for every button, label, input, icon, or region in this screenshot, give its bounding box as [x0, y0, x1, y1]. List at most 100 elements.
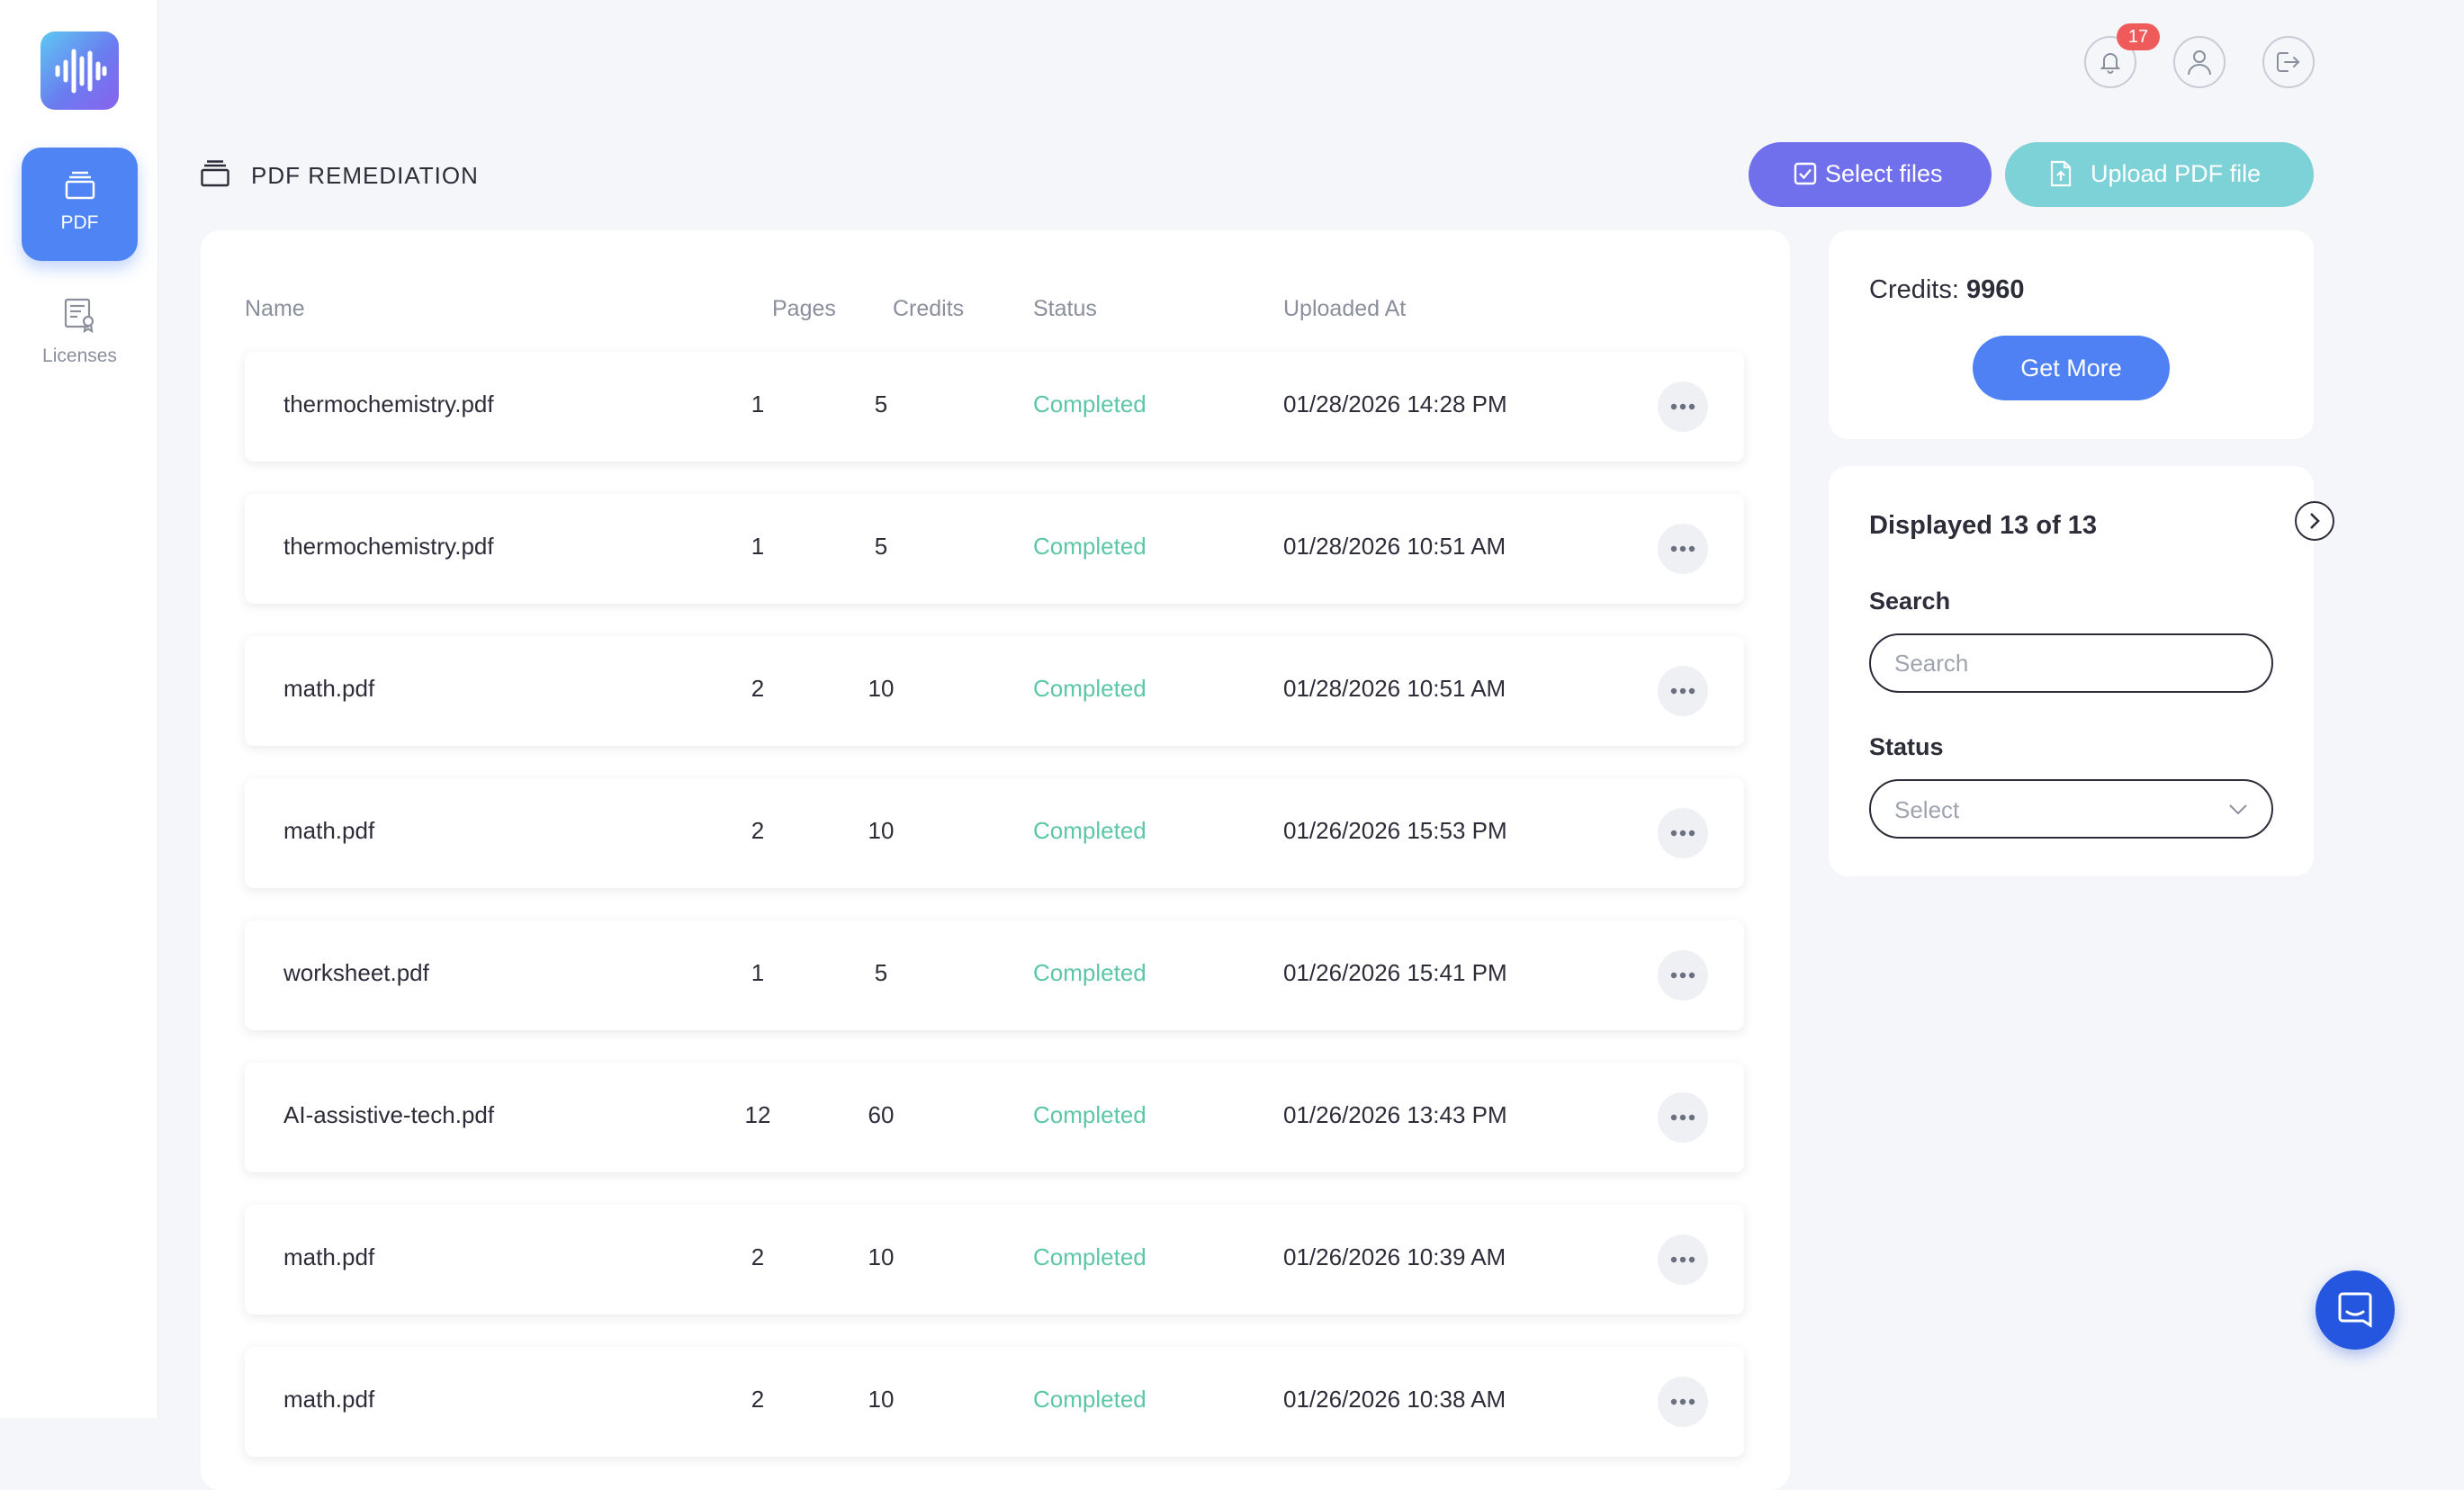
sidebar-item-label: Licenses [42, 346, 117, 366]
credit-count: 5 [874, 390, 888, 417]
certificate-icon [64, 298, 94, 333]
table-row[interactable]: thermochemistry.pdf 1 5 Completed 01/28/… [245, 352, 1744, 462]
page-count: 1 [751, 533, 765, 560]
sidebar-item-label: PDF [60, 212, 99, 233]
user-icon [2188, 50, 2211, 76]
profile-button[interactable] [2173, 36, 2226, 88]
more-horizontal-icon [1670, 1256, 1695, 1263]
page-count: 2 [751, 1243, 765, 1270]
table-row[interactable]: math.pdf 2 10 Completed 01/26/2026 10:38… [245, 1347, 1744, 1457]
row-more-button[interactable] [1658, 524, 1708, 574]
more-horizontal-icon [1670, 830, 1695, 837]
table-row[interactable]: worksheet.pdf 1 5 Completed 01/26/2026 1… [245, 920, 1744, 1030]
table-row[interactable]: math.pdf 2 10 Completed 01/26/2026 15:53… [245, 778, 1744, 888]
search-label: Search [1869, 588, 1951, 615]
status-select[interactable]: Select [1869, 779, 2273, 839]
row-more-button[interactable] [1658, 950, 1708, 1001]
search-input[interactable] [1869, 633, 2273, 693]
page-count: 2 [751, 675, 765, 702]
status-text: Completed [1033, 1101, 1147, 1128]
row-more-button[interactable] [1658, 808, 1708, 858]
file-name: thermochemistry.pdf [283, 533, 494, 560]
status-text: Completed [1033, 390, 1147, 417]
stack-icon [65, 171, 95, 200]
uploaded-at: 01/26/2026 15:53 PM [1283, 817, 1507, 844]
credit-count: 10 [868, 675, 895, 702]
more-horizontal-icon [1670, 1114, 1695, 1121]
table-row[interactable]: math.pdf 2 10 Completed 01/28/2026 10:51… [245, 636, 1744, 746]
stack-icon [201, 160, 229, 187]
displayed-count: Displayed 13 of 13 [1869, 511, 2098, 540]
checkbox-icon [1794, 162, 1817, 185]
credit-count: 10 [868, 1386, 895, 1413]
status-text: Completed [1033, 1243, 1147, 1270]
app-logo[interactable] [40, 31, 119, 110]
credit-count: 10 [868, 1243, 895, 1270]
select-files-label: Select files [1825, 160, 1943, 187]
chat-launcher-button[interactable] [2316, 1270, 2395, 1350]
more-horizontal-icon [1670, 1398, 1695, 1405]
upload-pdf-button[interactable]: Upload PDF file [2005, 142, 2314, 207]
page-count: 2 [751, 817, 765, 844]
credits-balance: Credits: 9960 [1869, 275, 2025, 305]
sidebar: PDF Licenses [0, 0, 158, 1418]
collapse-panel-button[interactable] [2295, 501, 2334, 541]
column-header-status[interactable]: Status [1033, 296, 1097, 321]
row-more-button[interactable] [1658, 1234, 1708, 1285]
row-more-button[interactable] [1658, 1092, 1708, 1143]
file-name: math.pdf [283, 1243, 375, 1270]
credit-count: 60 [868, 1101, 895, 1128]
status-select-value: Select [1894, 796, 1960, 823]
credit-count: 5 [874, 959, 888, 986]
more-horizontal-icon [1670, 403, 1695, 410]
file-name: worksheet.pdf [283, 959, 429, 986]
chevron-down-icon [2229, 804, 2247, 815]
get-more-button[interactable]: Get More [1973, 336, 2170, 400]
credits-label: Credits: [1869, 275, 1959, 304]
status-text: Completed [1033, 959, 1147, 986]
file-name: math.pdf [283, 675, 375, 702]
status-text: Completed [1033, 1386, 1147, 1413]
page-title: PDF REMEDIATION [251, 162, 479, 189]
sidebar-item-pdf[interactable]: PDF [22, 148, 138, 261]
status-label: Status [1869, 733, 1944, 760]
logout-button[interactable] [2262, 36, 2315, 88]
row-more-button[interactable] [1658, 1377, 1708, 1427]
column-header-pages[interactable]: Pages [772, 296, 836, 321]
table-row[interactable]: math.pdf 2 10 Completed 01/26/2026 10:39… [245, 1205, 1744, 1315]
status-text: Completed [1033, 817, 1147, 844]
row-more-button[interactable] [1658, 381, 1708, 432]
more-horizontal-icon [1670, 687, 1695, 695]
status-text: Completed [1033, 533, 1147, 560]
uploaded-at: 01/28/2026 10:51 AM [1283, 675, 1506, 702]
uploaded-at: 01/26/2026 10:38 AM [1283, 1386, 1506, 1413]
sidebar-item-licenses[interactable]: Licenses [22, 297, 138, 378]
file-name: math.pdf [283, 1386, 375, 1413]
uploaded-at: 01/28/2026 10:51 AM [1283, 533, 1506, 560]
credit-count: 5 [874, 533, 888, 560]
uploaded-at: 01/26/2026 13:43 PM [1283, 1101, 1507, 1128]
more-horizontal-icon [1670, 972, 1695, 979]
file-name: math.pdf [283, 817, 375, 844]
credit-count: 10 [868, 817, 895, 844]
file-upload-icon [2050, 160, 2072, 187]
select-files-button[interactable]: Select files [1749, 142, 1992, 207]
table-row[interactable]: AI-assistive-tech.pdf 12 60 Completed 01… [245, 1063, 1744, 1172]
bell-icon [2100, 53, 2121, 74]
column-header-name[interactable]: Name [245, 296, 305, 321]
column-header-credits[interactable]: Credits [893, 296, 965, 321]
page-count: 1 [751, 390, 765, 417]
row-more-button[interactable] [1658, 666, 1708, 716]
upload-pdf-label: Upload PDF file [2091, 160, 2262, 187]
filter-panel: Displayed 13 of 13 Search Status Select [1829, 466, 2314, 876]
uploaded-at: 01/26/2026 10:39 AM [1283, 1243, 1506, 1270]
page-count: 12 [744, 1101, 771, 1128]
page-count: 2 [751, 1386, 765, 1413]
page-count: 1 [751, 959, 765, 986]
more-horizontal-icon [1670, 545, 1695, 552]
column-header-uploaded-at[interactable]: Uploaded At [1283, 296, 1407, 321]
status-text: Completed [1033, 675, 1147, 702]
table-row[interactable]: thermochemistry.pdf 1 5 Completed 01/28/… [245, 494, 1744, 604]
notification-count-badge: 17 [2117, 23, 2160, 50]
file-name: thermochemistry.pdf [283, 390, 494, 417]
